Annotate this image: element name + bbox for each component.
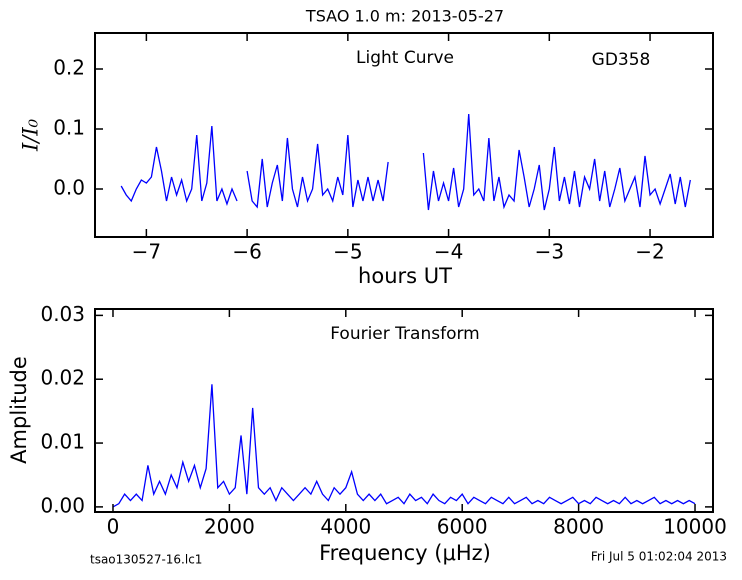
- plot-frame: [94, 32, 714, 238]
- y-tick-label: 0.01: [40, 430, 85, 454]
- x-tick-label: −3: [535, 240, 564, 264]
- y-tick-label: 0.02: [40, 366, 85, 390]
- annotation: Fourier Transform: [330, 324, 479, 344]
- x-tick-label: −7: [132, 240, 161, 264]
- x-tick-label: 6000: [437, 515, 488, 539]
- x-tick-label: 10000: [663, 515, 727, 539]
- y-tick-label: 0.0: [53, 176, 85, 200]
- y-axis-label: I/I₀: [19, 118, 43, 152]
- y-tick-label: 0.2: [53, 56, 85, 80]
- y-tick-label: 0.03: [40, 302, 85, 326]
- data-line: [120, 113, 691, 211]
- x-tick-label: −5: [333, 240, 362, 264]
- x-axis-label: Frequency (μHz): [319, 541, 491, 565]
- annotation: GD358: [592, 50, 651, 70]
- x-tick-label: −4: [434, 240, 463, 264]
- x-axis-label: hours UT: [358, 264, 452, 288]
- footer-file: tsao130527-16.lc1: [90, 553, 202, 567]
- x-tick-label: 0: [107, 515, 120, 539]
- plot-frame: [94, 308, 714, 513]
- x-tick-label: −2: [635, 240, 664, 264]
- annotation: Light Curve: [356, 48, 454, 68]
- x-tick-label: 4000: [320, 515, 371, 539]
- y-tick-label: 0.1: [53, 116, 85, 140]
- y-axis-label: Amplitude: [7, 356, 31, 464]
- data-line: [112, 384, 696, 508]
- y-tick-label: 0.00: [40, 493, 85, 517]
- chart-title: TSAO 1.0 m: 2013-05-27: [305, 7, 504, 26]
- x-tick-label: −6: [232, 240, 261, 264]
- x-tick-label: 8000: [553, 515, 604, 539]
- x-tick-label: 2000: [204, 515, 255, 539]
- footer-date: Fri Jul 5 01:02:04 2013: [591, 550, 727, 564]
